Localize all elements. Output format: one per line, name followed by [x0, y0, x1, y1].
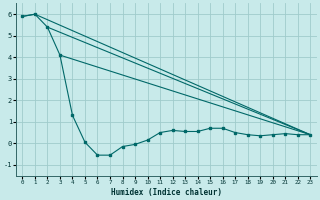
X-axis label: Humidex (Indice chaleur): Humidex (Indice chaleur) [111, 188, 222, 197]
